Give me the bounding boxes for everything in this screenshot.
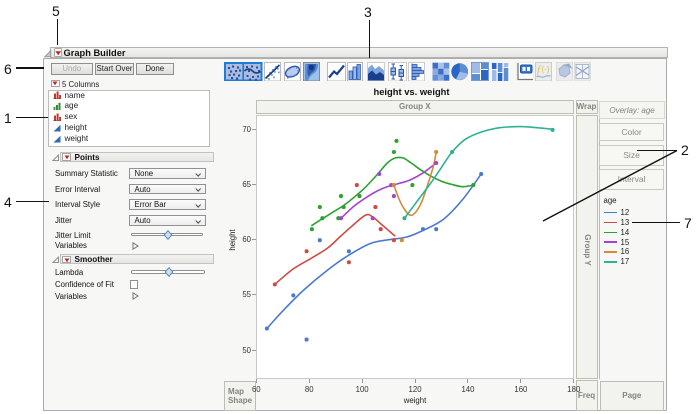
svg-text:f: f	[537, 64, 542, 76]
svg-text:(·): (·)	[542, 65, 550, 74]
